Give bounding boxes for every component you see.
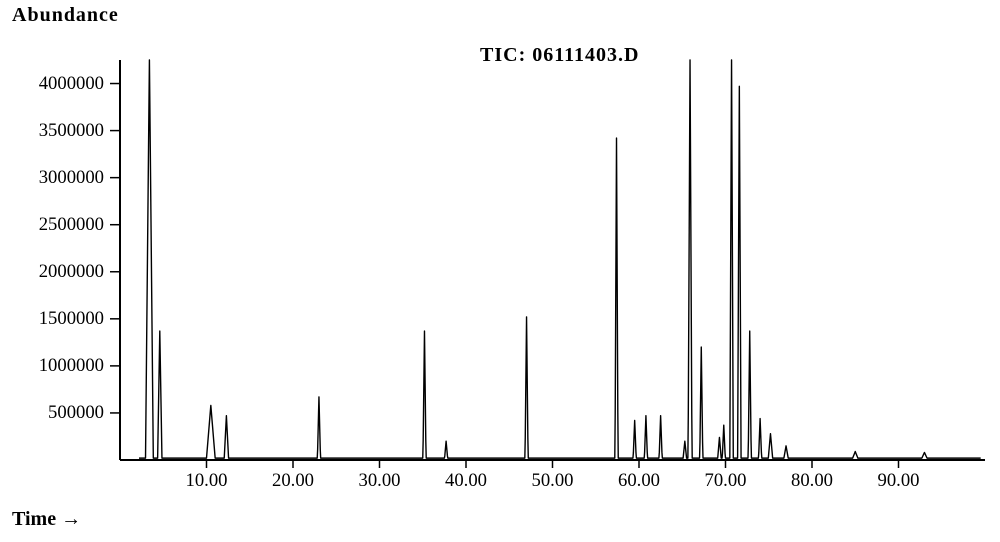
x-tick-label: 90.00 <box>878 470 920 492</box>
y-tick-label: 1500000 <box>39 308 104 330</box>
y-tick-label: 3000000 <box>39 167 104 189</box>
x-tick-label: 80.00 <box>791 470 833 492</box>
x-tick-label: 60.00 <box>618 470 660 492</box>
y-tick-label: 2500000 <box>39 214 104 236</box>
x-axis-arrow-icon: → <box>61 508 81 530</box>
chart-container: Abundance TIC: 06111403.D 10.0020.0030.0… <box>0 0 1000 542</box>
chromatogram-plot <box>0 0 1000 542</box>
x-tick-label: 40.00 <box>445 470 487 492</box>
y-tick-label: 2000000 <box>39 261 104 283</box>
x-tick-label: 70.00 <box>705 470 747 492</box>
y-tick-label: 3500000 <box>39 120 104 142</box>
x-tick-label: 30.00 <box>359 470 401 492</box>
x-tick-label: 10.00 <box>186 470 228 492</box>
y-tick-label: 500000 <box>48 402 104 424</box>
x-axis-label: Time → <box>12 508 81 531</box>
y-tick-label: 1000000 <box>39 355 104 377</box>
y-tick-label: 4000000 <box>39 73 104 95</box>
x-tick-label: 20.00 <box>272 470 314 492</box>
x-axis-label-text: Time <box>12 508 56 530</box>
x-tick-label: 50.00 <box>532 470 574 492</box>
